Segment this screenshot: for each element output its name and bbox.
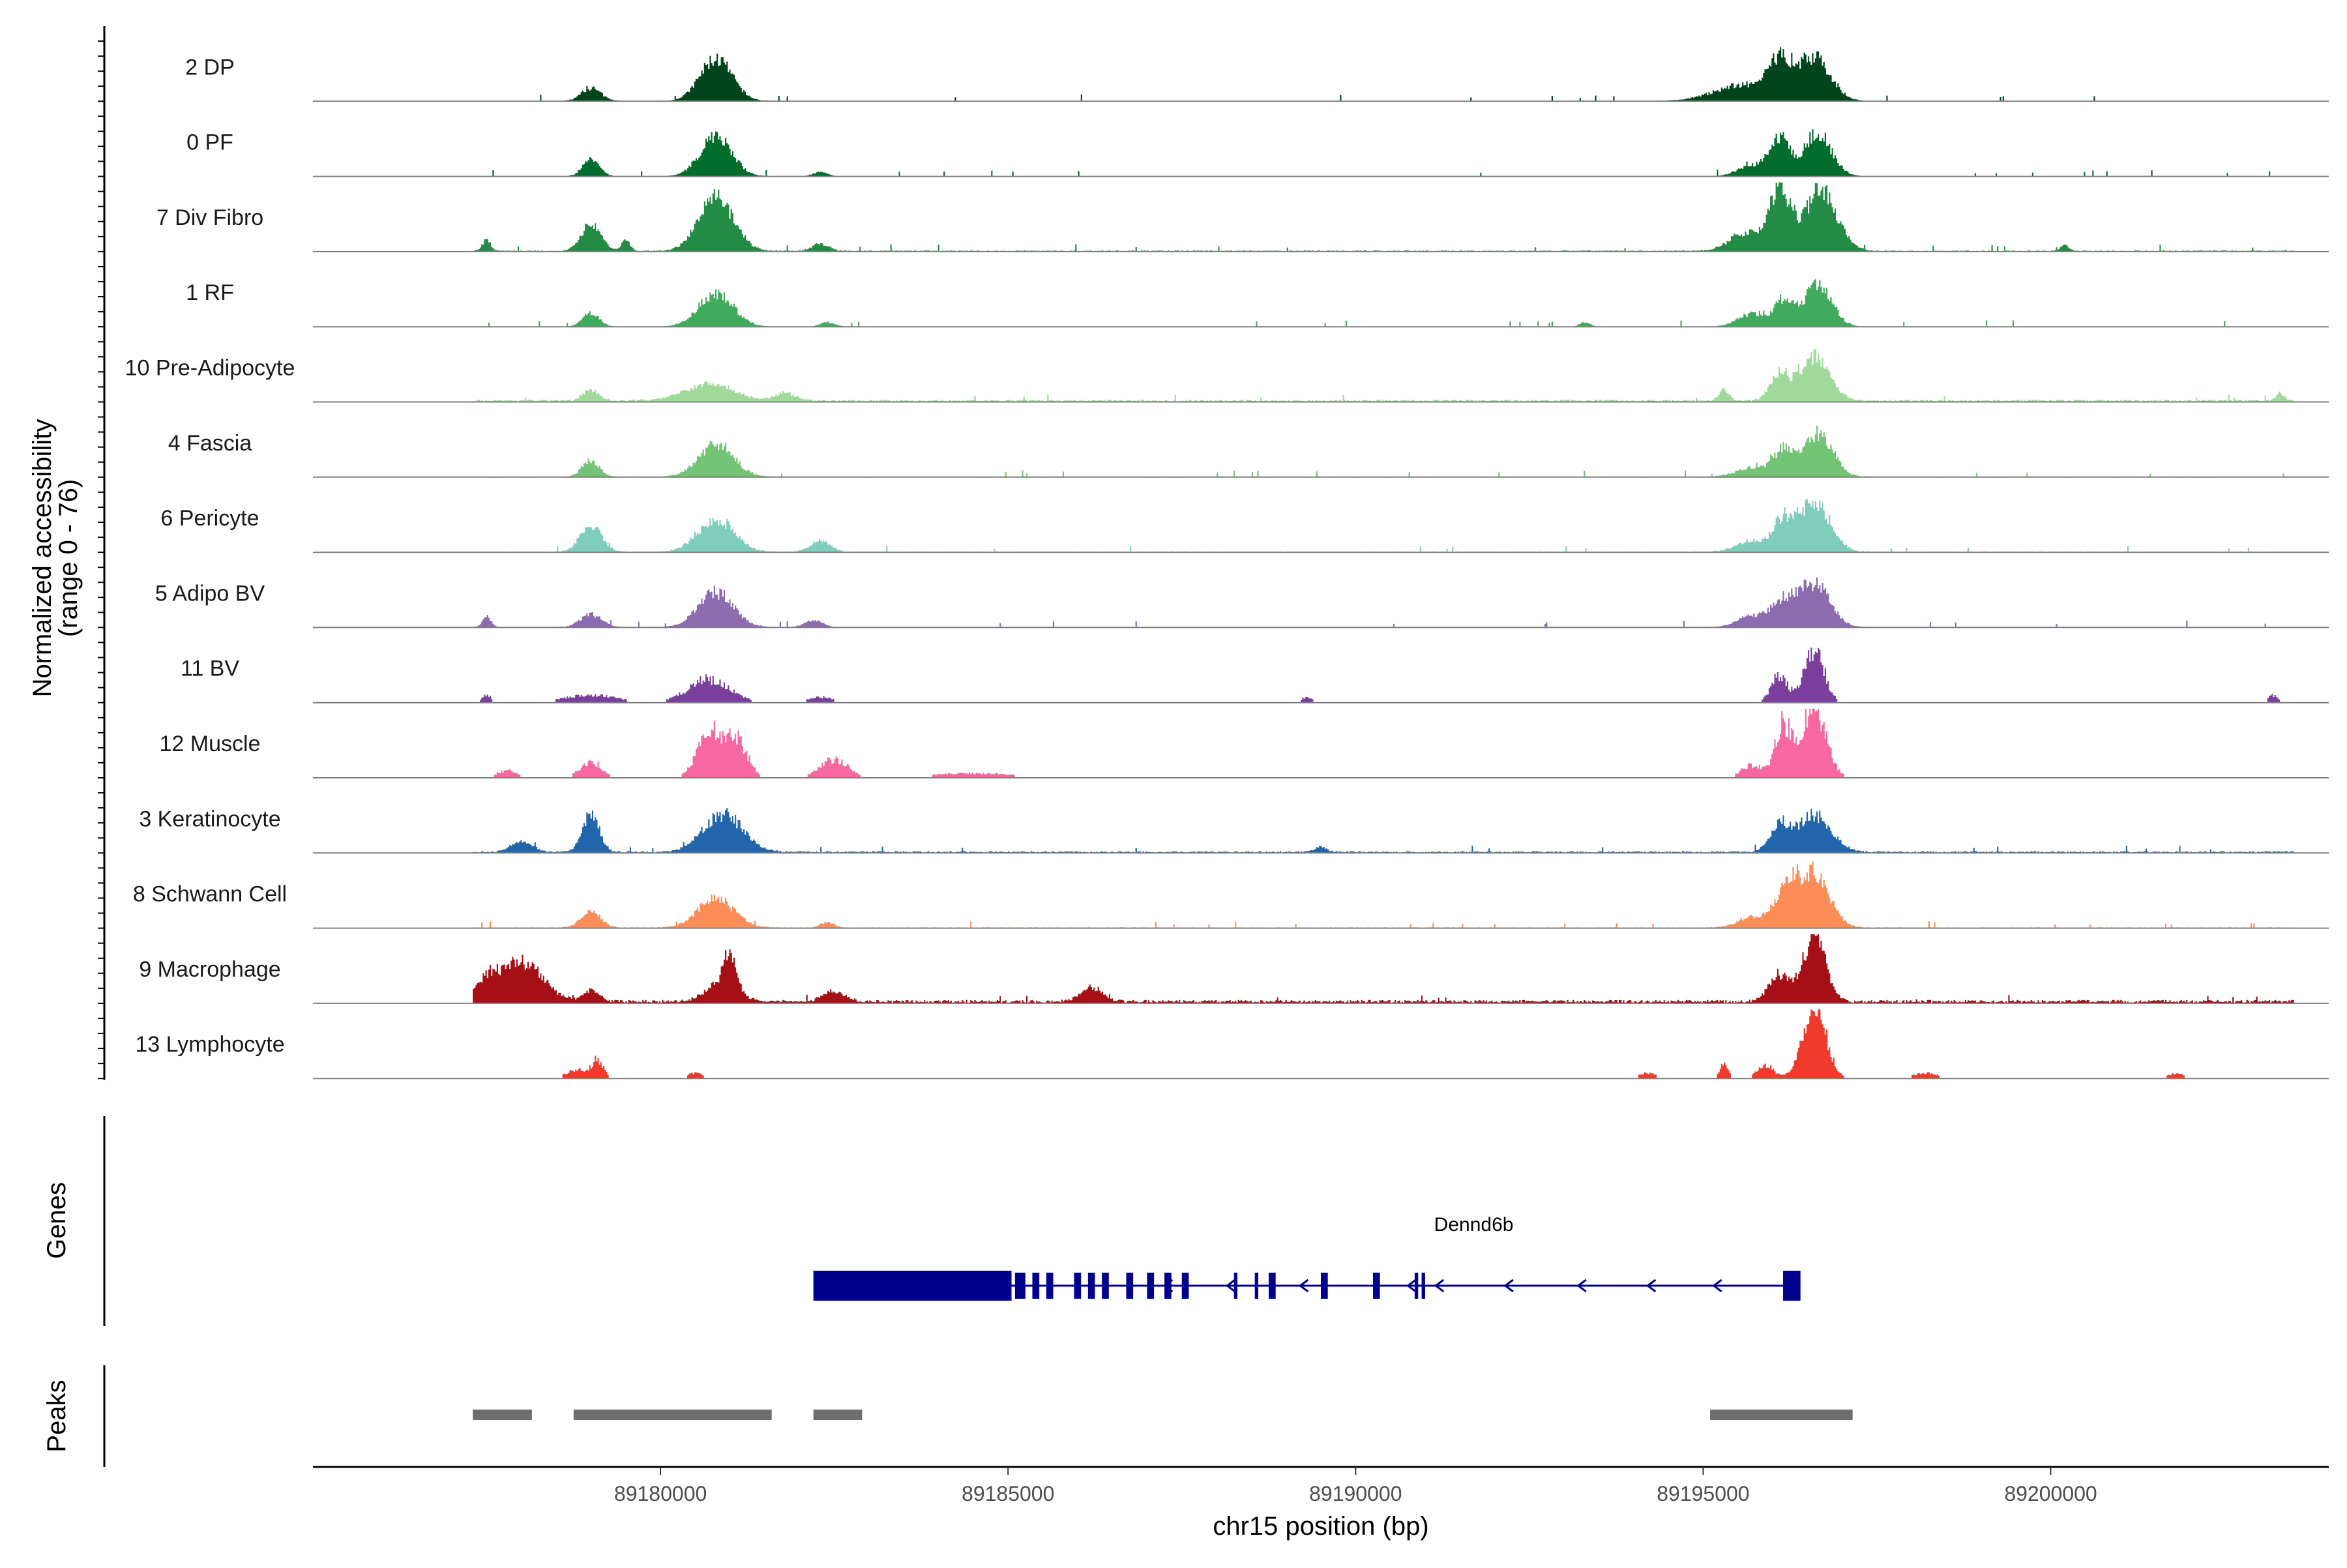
peak-region: [573, 1410, 772, 1420]
track-label: 2 DP: [185, 55, 235, 80]
x-tick-label: 89190000: [1309, 1482, 1402, 1505]
coverage-track: 4 Fascia: [168, 426, 2329, 478]
gene-exon: [1421, 1273, 1425, 1299]
coverage-track: 0 PF: [186, 129, 2329, 177]
coverage-track: 11 BV: [181, 647, 2329, 703]
coverage-area: [473, 808, 2294, 853]
coverage-area: [473, 426, 2294, 477]
coverage-area: [473, 934, 2294, 1003]
gene-exon: [1783, 1271, 1801, 1301]
track-label: 1 RF: [186, 280, 234, 305]
coverage-area: [473, 182, 2294, 252]
gene-exon: [1087, 1273, 1095, 1299]
track-label: 5 Adipo BV: [155, 581, 265, 606]
coverage-track: 1 RF: [186, 279, 2329, 328]
coverage-track: 12 Muscle: [160, 709, 2329, 778]
gene-exon: [1126, 1273, 1134, 1299]
gene-exon: [1102, 1273, 1109, 1299]
gene-exon: [1032, 1273, 1040, 1299]
track-label: 7 Div Fibro: [156, 205, 263, 230]
coverage-track: 3 Keratinocyte: [139, 806, 2329, 854]
strand-arrow: [1646, 1279, 1657, 1293]
peaks-panel: [103, 1365, 1853, 1467]
gene-exon: [1046, 1273, 1054, 1299]
x-tick-label: 89195000: [1657, 1482, 1749, 1505]
coverage-tracks: 2 DP 0 PF 7 Div Fibro 1 RF 10 Pre-Adipocyte 4…: [98, 26, 2329, 1080]
strand-arrow: [1576, 1279, 1587, 1293]
track-label: 6 Pericyte: [160, 506, 259, 531]
coverage-area: [473, 1009, 2294, 1079]
coverage-track: 9 Macrophage: [139, 934, 2329, 1004]
coverage-track: 7 Div Fibro: [156, 182, 2329, 252]
strand-arrow: [1406, 1279, 1417, 1293]
coverage-track: 10 Pre-Adipocyte: [125, 349, 2329, 403]
strand-arrow: [1225, 1279, 1236, 1293]
coverage-area: [473, 279, 2294, 327]
strand-arrow: [1434, 1279, 1445, 1293]
gene-exon: [1321, 1273, 1328, 1299]
peak-region: [1710, 1410, 1853, 1420]
coverage-area: [473, 861, 2294, 928]
gene-exon: [813, 1271, 1012, 1301]
peak-region: [473, 1410, 532, 1420]
gene-exon: [1269, 1273, 1276, 1299]
genes-track-title: Genes: [42, 1182, 71, 1259]
gene-exon: [1372, 1273, 1380, 1299]
strand-arrow: [1503, 1279, 1514, 1293]
track-label: 8 Schwann Cell: [133, 882, 287, 907]
coverage-area: [473, 349, 2294, 402]
track-label: 3 Keratinocyte: [139, 806, 280, 831]
coverage-track: 13 Lymphocyte: [135, 1009, 2329, 1080]
coverage-track: 2 DP: [185, 47, 2329, 102]
gene-exon: [1014, 1273, 1026, 1299]
track-label: 9 Macrophage: [139, 957, 280, 982]
track-label: 13 Lymphocyte: [135, 1032, 284, 1057]
gene-exon: [1181, 1273, 1189, 1299]
genes-panel: Dennd6b: [103, 1116, 1801, 1326]
coverage-track: 5 Adipo BV: [155, 577, 2329, 629]
gene-exon: [1074, 1273, 1082, 1299]
coverage-area: [473, 577, 2294, 628]
coverage-area: [473, 129, 2294, 177]
track-label: 11 BV: [181, 657, 239, 681]
peak-region: [813, 1410, 863, 1420]
track-label: 10 Pre-Adipocyte: [125, 356, 295, 381]
x-axis: 89180000 89185000 89190000 89195000 89200000: [313, 1466, 2329, 1505]
coverage-area: [473, 647, 2294, 703]
x-axis-title: chr15 position (bp): [1213, 1512, 1428, 1541]
x-tick-label: 89200000: [2004, 1482, 2097, 1505]
coverage-area: [473, 709, 2294, 778]
track-label: 4 Fascia: [168, 431, 252, 456]
coverage-area: [473, 499, 2294, 553]
strand-arrow: [1298, 1279, 1309, 1293]
peaks-track-title: Peaks: [42, 1380, 71, 1452]
gene-exon: [1254, 1273, 1259, 1299]
gene-exon: [1147, 1273, 1155, 1299]
coverage-area: [473, 47, 2294, 102]
x-tick-label: 89180000: [614, 1482, 707, 1505]
y-axis-subtitle: (range 0 - 76): [54, 479, 83, 637]
strand-arrow: [1712, 1279, 1722, 1293]
y-axis-title: Normalized accessibility: [28, 419, 57, 698]
gene-name-label: Dennd6b: [1434, 1214, 1514, 1235]
coverage-track: 8 Schwann Cell: [133, 861, 2329, 929]
gene-exon: [1164, 1273, 1172, 1299]
track-label: 12 Muscle: [160, 732, 261, 756]
coverage-track: 6 Pericyte: [160, 499, 2329, 554]
gene-exon: [1414, 1273, 1419, 1299]
strand-arrow: [1162, 1279, 1174, 1293]
x-tick-label: 89185000: [962, 1482, 1054, 1505]
track-label: 0 PF: [186, 130, 233, 155]
gene-exon: [1233, 1273, 1238, 1299]
